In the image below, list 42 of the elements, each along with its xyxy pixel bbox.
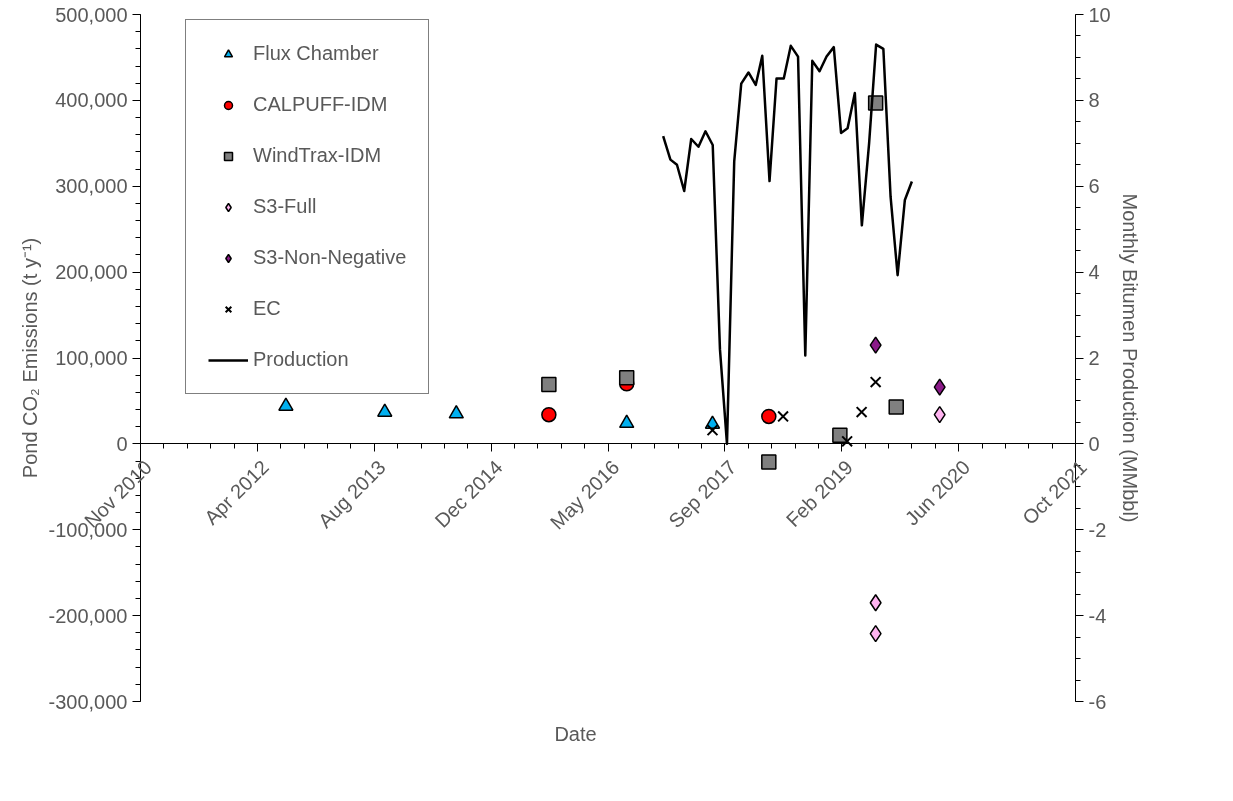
- y-tick-label: 100,000: [55, 347, 128, 369]
- point: [761, 408, 777, 425]
- point: [869, 336, 882, 354]
- point: [869, 376, 882, 388]
- y-tick-label: 500,000: [55, 3, 128, 26]
- point: [841, 435, 854, 448]
- point: [618, 414, 635, 429]
- y2-tick-label: 10: [1088, 3, 1111, 26]
- y2-tick-label: 4: [1088, 261, 1100, 284]
- y-axis-title: Pond CO₂ Emissions (t y⁻¹): [18, 237, 41, 479]
- y2-tick-label: 0: [1088, 432, 1100, 455]
- legend-label: S3-Full: [253, 195, 317, 218]
- legend-label: WindTrax-IDM: [253, 144, 382, 167]
- y-tick-label: 400,000: [55, 89, 128, 112]
- y2-tick-label: 2: [1088, 347, 1100, 369]
- point: [761, 454, 777, 470]
- legend-label: Flux Chamber: [253, 42, 379, 65]
- y2-axis-title: Monthly Bitumen Production (MMbbl): [1118, 193, 1141, 523]
- legend-label: CALPUFF-IDM: [253, 93, 388, 116]
- point: [541, 376, 557, 393]
- point: [541, 406, 557, 423]
- y2-tick-label: -4: [1088, 604, 1107, 627]
- y-tick-label: 200,000: [55, 261, 128, 284]
- point: [832, 427, 848, 444]
- legend-label: S3-Non-Negative: [253, 246, 407, 269]
- point: [888, 399, 904, 415]
- y2-tick-label: -6: [1088, 690, 1107, 713]
- y-tick-label: -300,000: [48, 690, 128, 713]
- legend-label: Production: [253, 348, 349, 371]
- point: [777, 410, 790, 423]
- y2-tick-label: 8: [1088, 89, 1100, 112]
- point: [706, 424, 719, 437]
- y-tick-label: 0: [116, 432, 128, 455]
- y-tick-label: -200,000: [48, 604, 128, 627]
- point: [855, 406, 868, 419]
- y2-tick-label: -2: [1088, 518, 1107, 541]
- point: [618, 370, 635, 386]
- point: [933, 378, 946, 396]
- x-axis-title: Date: [554, 722, 597, 745]
- legend-label: EC: [253, 297, 281, 320]
- y2-tick-label: 6: [1088, 175, 1100, 198]
- y-tick-label: 300,000: [55, 175, 128, 198]
